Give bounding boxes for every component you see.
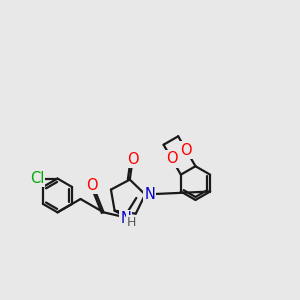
Text: N: N <box>120 211 131 226</box>
Text: O: O <box>86 178 98 193</box>
Text: N: N <box>144 187 155 202</box>
Text: O: O <box>127 152 138 167</box>
Text: O: O <box>166 152 178 166</box>
Text: H: H <box>127 217 136 230</box>
Text: O: O <box>180 142 192 158</box>
Text: Cl: Cl <box>30 171 44 186</box>
